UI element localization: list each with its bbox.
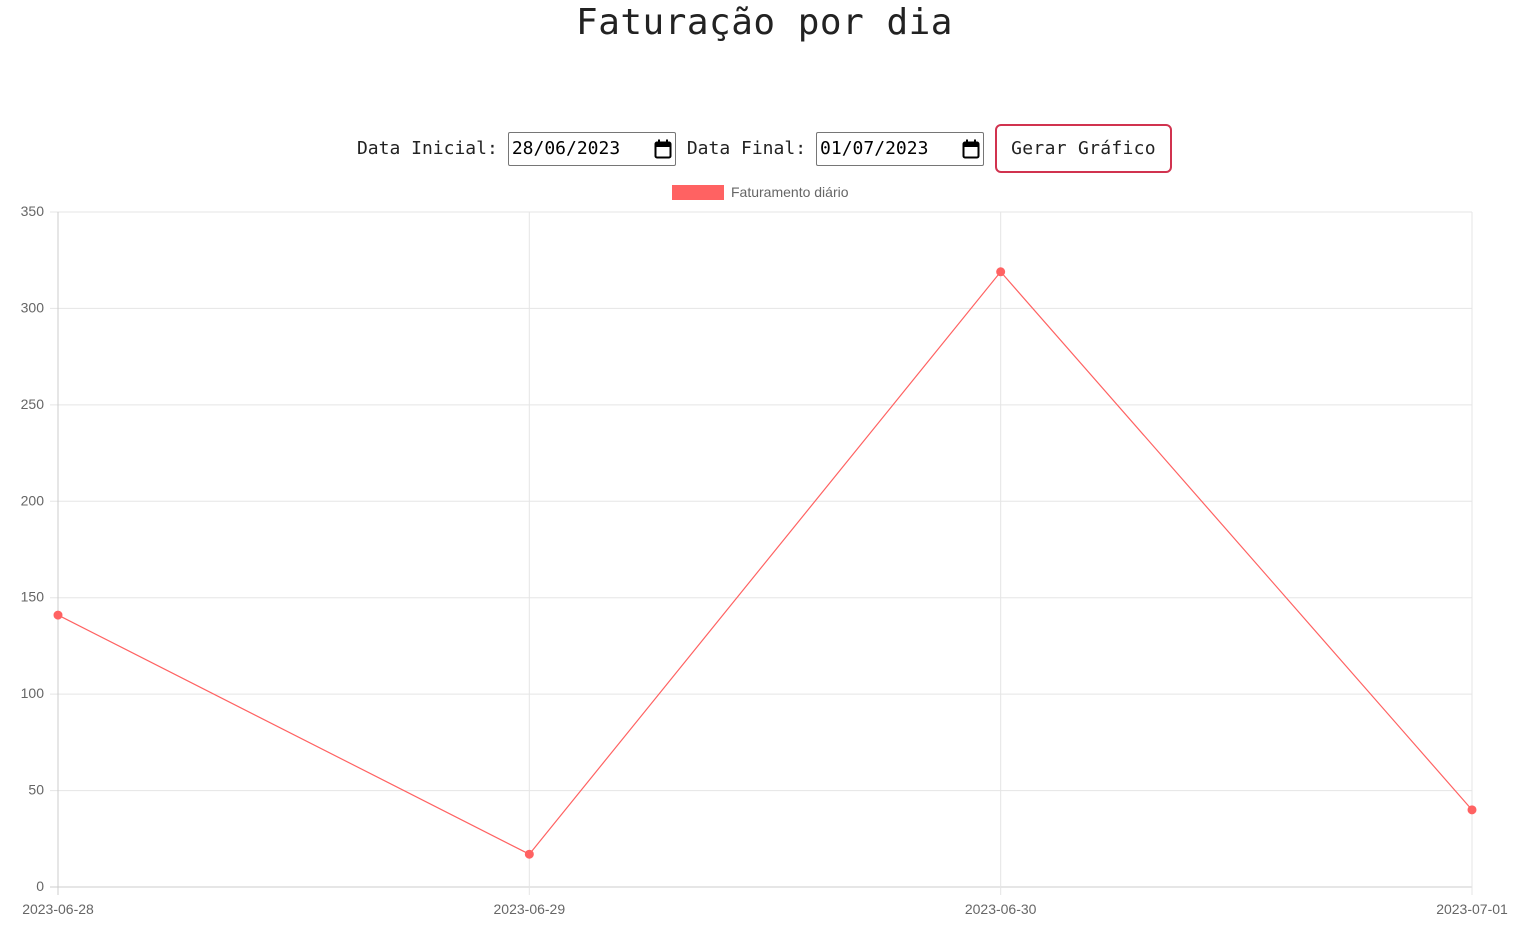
chart-axes: 0 50 100 150 200 250 300 350 2023-06-28 2023-06-2… xyxy=(21,203,1508,917)
end-date-value: 01/07/2023 xyxy=(820,138,928,159)
y-tick-label: 100 xyxy=(21,685,45,701)
generate-chart-button[interactable]: Gerar Gráfico xyxy=(995,124,1172,173)
chart-legend[interactable]: Faturamento diário xyxy=(672,184,849,200)
calendar-icon[interactable] xyxy=(962,139,980,159)
x-tick-label: 2023-06-28 xyxy=(22,901,94,917)
start-date-input[interactable]: 28/06/2023 xyxy=(508,132,676,166)
y-tick-label: 0 xyxy=(36,878,44,894)
y-tick-label: 350 xyxy=(21,203,45,219)
y-tick-label: 200 xyxy=(21,492,45,508)
date-controls: Data Inicial: 28/06/2023 Data Final: 01/… xyxy=(0,124,1529,173)
chart-grid xyxy=(50,212,1472,895)
y-tick-label: 300 xyxy=(21,299,45,315)
data-point[interactable] xyxy=(997,268,1005,276)
start-date-value: 28/06/2023 xyxy=(512,138,620,159)
x-tick-label: 2023-06-29 xyxy=(494,901,566,917)
calendar-icon[interactable] xyxy=(654,139,672,159)
legend-swatch xyxy=(672,185,724,200)
start-date-label: Data Inicial: xyxy=(357,138,498,159)
data-point[interactable] xyxy=(1468,806,1476,814)
y-tick-label: 250 xyxy=(21,396,45,412)
end-date-input[interactable]: 01/07/2023 xyxy=(816,132,984,166)
y-tick-label: 150 xyxy=(21,589,45,605)
x-tick-label: 2023-07-01 xyxy=(1436,901,1508,917)
x-tick-label: 2023-06-30 xyxy=(965,901,1037,917)
legend-label: Faturamento diário xyxy=(731,184,849,200)
data-point[interactable] xyxy=(525,850,533,858)
end-date-label: Data Final: xyxy=(687,138,806,159)
y-tick-label: 50 xyxy=(28,782,44,798)
line-chart: Faturamento diário 0 50 100 150 200 250 300 350… xyxy=(0,175,1533,935)
series-line xyxy=(58,272,1472,854)
data-point[interactable] xyxy=(54,611,62,619)
page-title: Faturação por dia xyxy=(0,2,1529,43)
chart-series xyxy=(54,268,1476,858)
